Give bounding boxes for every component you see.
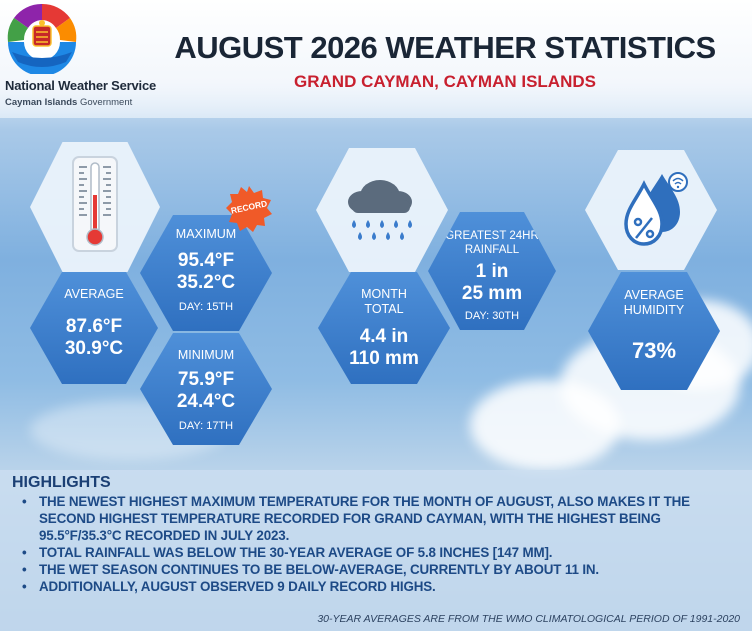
greatest-in: 1 in (475, 261, 509, 282)
average-label: AVERAGE (64, 287, 124, 301)
rain-cloud-icon (348, 180, 412, 240)
greatest-label-1: GREATEST 24HR (445, 230, 539, 242)
month-total-rainfall-hex: MONTH TOTAL 4.4 in 110 mm (318, 272, 450, 384)
month-total-label-2: TOTAL (364, 302, 404, 316)
month-total-in: 4.4 in (359, 326, 409, 347)
logo-emblem (7, 3, 77, 74)
background-cloud (470, 380, 620, 470)
maximum-label: MAXIMUM (175, 227, 237, 241)
average-c: 30.9°C (64, 338, 124, 359)
minimum-label: MINIMUM (177, 348, 235, 362)
average-f: 87.6°F (65, 316, 123, 337)
minimum-day: DAY: 17TH (178, 420, 234, 432)
humidity-value: 73% (631, 338, 677, 363)
org-name: National Weather Service (5, 78, 157, 93)
header (0, 0, 752, 118)
thermometer-icon (72, 156, 118, 252)
greatest-label-2: RAINFALL (464, 244, 520, 256)
humidity-label-2: HUMIDITY (623, 303, 685, 317)
humidity-drops-icon (624, 172, 688, 246)
page-title: AUGUST 2026 WEATHER STATISTICS (174, 30, 716, 65)
highlights-panel (0, 470, 752, 631)
maximum-f: 95.4°F (177, 250, 235, 271)
humidity-label-1: AVERAGE (624, 288, 684, 302)
minimum-f: 75.9°F (177, 369, 235, 390)
page-subtitle: GRAND CAYMAN, CAYMAN ISLANDS (294, 72, 596, 91)
greatest-day: DAY: 30TH (464, 310, 520, 322)
minimum-c: 24.4°C (176, 391, 236, 412)
average-temperature-hex: AVERAGE 87.6°F 30.9°C (30, 272, 158, 384)
highlight-item: • The wet season continues to be below-av… (22, 562, 599, 577)
maximum-day: DAY: 15TH (178, 301, 234, 313)
org-subtitle: Cayman Islands Government (5, 97, 133, 108)
greatest-rainfall-hex: GREATEST 24HR RAINFALL 1 in 25 mm DAY: 3… (428, 212, 556, 330)
month-total-mm: 110 mm (349, 348, 419, 369)
highlight-item: • Additionally, August observed 9 daily r… (22, 579, 436, 594)
greatest-mm: 25 mm (461, 283, 523, 304)
highlights-list: • The newest highest maximum temperature … (22, 493, 742, 595)
highlight-item: • The newest highest maximum temperature … (22, 494, 690, 543)
maximum-c: 35.2°C (176, 272, 236, 293)
highlight-item: • Total rainfall was below the 30-year av… (22, 545, 553, 560)
highlights-title: HIGHLIGHTS (12, 474, 111, 491)
footnote: 30-YEAR AVERAGES ARE FROM THE WMO CLIMAT… (317, 613, 740, 625)
record-badge-icon (226, 186, 272, 232)
month-total-label-1: MONTH (361, 287, 407, 301)
